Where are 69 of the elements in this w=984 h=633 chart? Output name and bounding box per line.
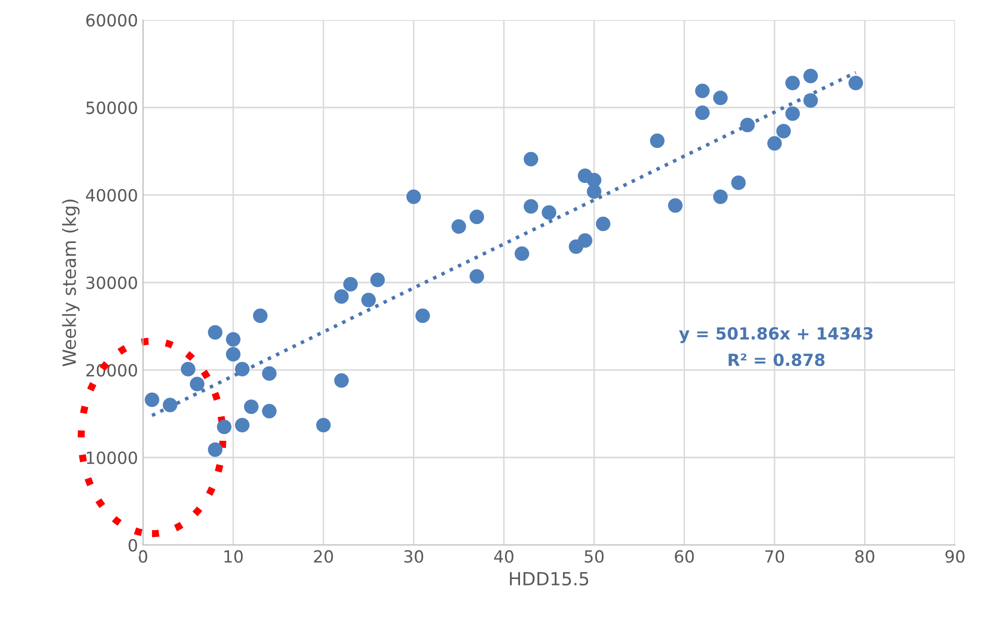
point: [650, 133, 665, 148]
point: [731, 175, 746, 190]
point: [767, 136, 782, 151]
point: [514, 246, 530, 261]
x-tick-label: 20: [314, 550, 333, 563]
point: [713, 189, 728, 204]
x-axis-title: HDD15.5: [510, 572, 588, 586]
point: [415, 308, 430, 324]
y-tick-label: 20000: [86, 364, 138, 377]
point: [216, 420, 232, 434]
point: [343, 276, 358, 292]
x-tick-label: 80: [855, 550, 874, 563]
y-axis-title: Weekly steam (kg): [62, 200, 80, 366]
point: [776, 124, 791, 138]
point: [334, 373, 349, 388]
point: [162, 398, 178, 412]
point: [226, 346, 241, 362]
point: [695, 105, 710, 120]
point: [361, 292, 376, 308]
point: [334, 289, 349, 304]
point: [740, 118, 755, 132]
y-tick-label: 30000: [86, 276, 138, 290]
x-tick-label: 90: [945, 550, 964, 563]
annotation: y = 501.86x + 14343: [679, 327, 873, 344]
point: [316, 418, 331, 432]
point: [803, 93, 818, 108]
point: [180, 362, 196, 376]
point: [262, 404, 277, 418]
x-tick-label: 60: [674, 550, 694, 563]
point: [803, 68, 818, 84]
point: [524, 199, 538, 214]
y-tick-label: 60000: [86, 14, 138, 27]
point: [578, 233, 592, 248]
x-tick-label: 70: [765, 550, 784, 563]
point: [190, 376, 204, 392]
y-tick-label: 10000: [86, 451, 138, 464]
point: [253, 308, 268, 324]
point: [524, 152, 538, 166]
point: [262, 366, 277, 381]
point: [848, 76, 864, 90]
point: [785, 106, 800, 121]
x-tick-label: 40: [494, 550, 514, 563]
point: [542, 205, 556, 220]
point: [596, 216, 610, 232]
x-tick-label: 10: [224, 550, 243, 563]
point: [695, 84, 710, 98]
annotation: R² = 0.878: [728, 353, 825, 366]
point: [144, 392, 160, 408]
point: [244, 399, 259, 414]
point: [668, 198, 683, 213]
x-tick-label: 0: [138, 550, 148, 563]
point: [470, 269, 484, 284]
x-tick-label: 30: [404, 550, 424, 563]
point: [208, 442, 222, 457]
point: [226, 332, 241, 347]
point: [586, 184, 602, 199]
point: [785, 76, 800, 90]
point: [470, 210, 484, 224]
point: [234, 362, 250, 376]
point: [713, 90, 728, 106]
y-tick-label: 50000: [86, 101, 138, 114]
point: [370, 272, 385, 288]
point: [406, 189, 421, 204]
point: [208, 325, 222, 340]
point: [234, 418, 250, 432]
y-tick-label: 40000: [86, 188, 138, 202]
point: [451, 219, 466, 234]
x-tick-label: 50: [584, 550, 604, 563]
y-tick-label: 0: [128, 538, 138, 552]
